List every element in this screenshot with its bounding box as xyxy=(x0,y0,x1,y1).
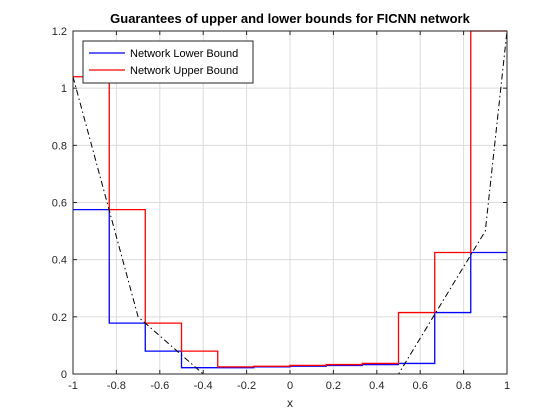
chart-title: Guarantees of upper and lower bounds for… xyxy=(110,11,470,26)
x-tick-label: -0.4 xyxy=(194,380,213,392)
y-tick-label: 0.4 xyxy=(52,255,67,267)
x-tick-label: 0.8 xyxy=(456,380,471,392)
legend: Network Lower Bound Network Upper Bound xyxy=(82,40,254,84)
legend-label: Network Lower Bound xyxy=(130,48,238,60)
y-tick-label: 0.2 xyxy=(52,312,67,324)
x-tick-label: -0.6 xyxy=(150,380,169,392)
x-tick-label: 0.2 xyxy=(326,380,341,392)
y-tick-label: 0.6 xyxy=(52,198,67,210)
x-tick-label: 0.4 xyxy=(369,380,384,392)
x-tick-label: 0.6 xyxy=(413,380,428,392)
y-tick-label: 1.2 xyxy=(52,26,67,38)
x-tick-label: -0.2 xyxy=(237,380,256,392)
x-tick-label: -1 xyxy=(68,380,78,392)
x-axis-label: x xyxy=(287,396,293,410)
x-tick-label: 1 xyxy=(504,380,510,392)
x-tick-label: -0.8 xyxy=(107,380,126,392)
legend-box xyxy=(82,40,254,84)
x-tick-label: 0 xyxy=(287,380,293,392)
y-tick-label: 0 xyxy=(61,369,67,381)
series-layer xyxy=(72,30,508,375)
y-tick-label: 1 xyxy=(61,83,67,95)
legend-label: Network Upper Bound xyxy=(130,65,238,77)
y-tick-label: 0.8 xyxy=(52,140,67,152)
ticks: -1 -0.8 -0.6 -0.4 -0.2 0 0.2 0.4 0.6 0.8 1 0 0.2 0.4 0… xyxy=(52,26,510,392)
series-line-network-upper-bound xyxy=(73,30,507,368)
